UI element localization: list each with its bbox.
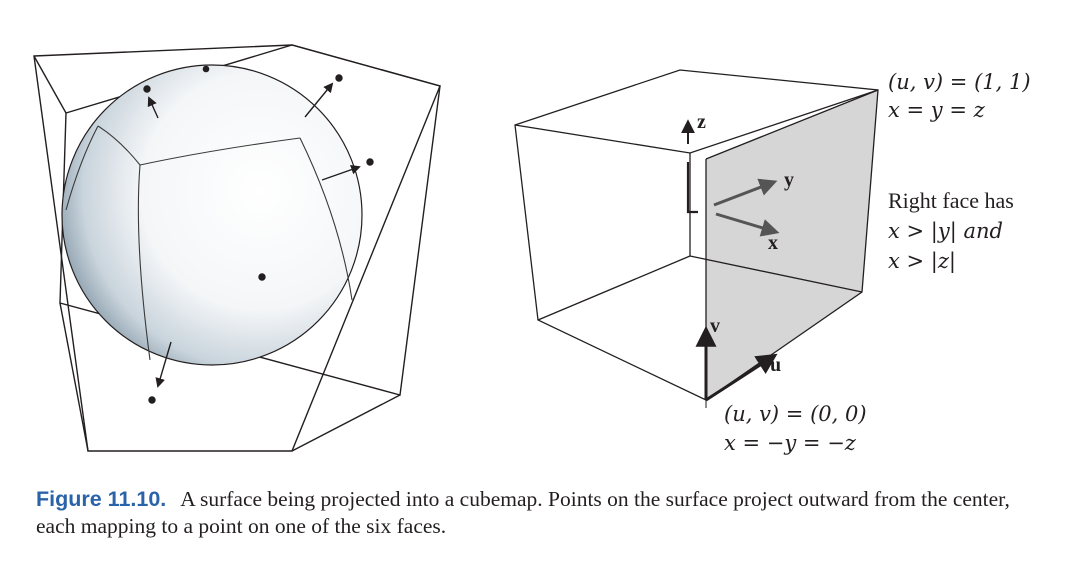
left-cube-diagram <box>33 44 441 452</box>
surface-point <box>258 273 266 281</box>
right-cube-back-edge <box>689 255 863 293</box>
right-face-shaded <box>706 90 878 400</box>
right-cube-back-edge <box>537 255 691 321</box>
uv-max-equation: x = y = z <box>888 98 986 122</box>
axis-y-label: y <box>784 169 794 191</box>
face-note-title: Right face has <box>888 188 1014 213</box>
projected-point <box>366 158 374 166</box>
sphere-seam <box>137 164 151 361</box>
projection-arrows <box>143 65 374 404</box>
x-axis-arrow <box>715 212 780 237</box>
projection-arrow <box>147 96 159 119</box>
right-cube-front-edge <box>705 89 879 160</box>
sphere-body <box>61 64 363 366</box>
sphere-seam <box>65 125 99 211</box>
face-note-condition-2: x > |z| <box>888 249 956 274</box>
left-cube-front-face <box>33 44 441 452</box>
projection-arrow <box>321 164 361 181</box>
projected-point <box>143 85 151 93</box>
uv-origin-label: (u, v) = (0, 0) <box>724 402 867 426</box>
left-cube-edge <box>59 302 89 452</box>
sphere-seam <box>97 125 301 166</box>
left-cube-edge <box>33 55 67 114</box>
surface-point <box>202 65 210 73</box>
projection-arrow <box>155 341 172 388</box>
uv-origin-equation: x = −y = −z <box>724 431 857 455</box>
projected-point <box>148 396 156 404</box>
left-cube-back-face <box>59 44 441 396</box>
right-cube-diagram <box>514 69 879 408</box>
sphere <box>61 64 363 366</box>
figure-number: Figure 11.10. <box>36 487 167 511</box>
projected-point <box>335 74 343 82</box>
axis-u-label: u <box>770 354 781 376</box>
axis-v-label: v <box>710 315 720 337</box>
sphere-seam <box>299 137 353 301</box>
projection-arrow <box>304 82 334 118</box>
u-axis-arrow <box>705 353 778 402</box>
face-note-condition-1: x > |y| and <box>888 219 1003 244</box>
z-axis-bracket <box>686 162 698 214</box>
right-cube-outline <box>514 69 879 401</box>
axis-x-label: x <box>768 232 778 254</box>
figure-caption: Figure 11.10. A surface being projected i… <box>36 486 1036 540</box>
axis-z-label: z <box>697 111 706 133</box>
caption-text: A surface being projected into a cubemap… <box>36 487 1010 538</box>
uv-max-label: (u, v) = (1, 1) <box>888 70 1031 94</box>
y-axis-arrow <box>713 178 778 207</box>
left-cube-edge <box>291 394 401 452</box>
